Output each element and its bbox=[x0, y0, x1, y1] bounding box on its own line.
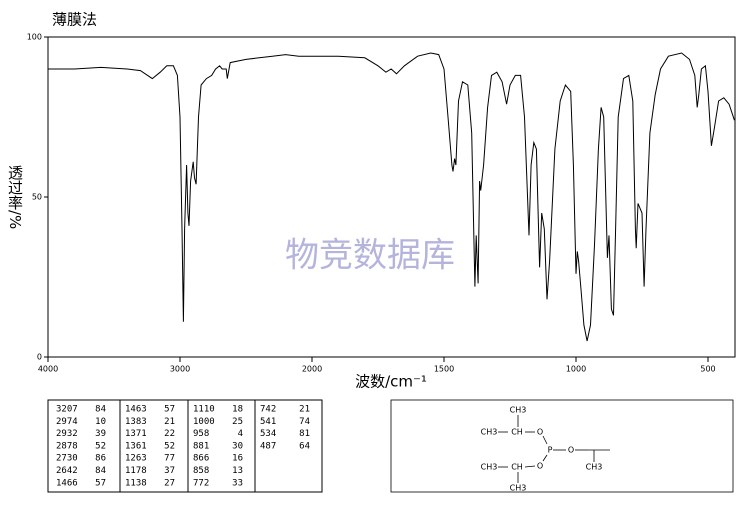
peak-wavenumber: 1110 bbox=[193, 405, 215, 415]
watermark: 物竞数据库 bbox=[285, 236, 455, 276]
peak-transmittance: 37 bbox=[164, 466, 175, 476]
peak-wavenumber: 541 bbox=[260, 417, 276, 427]
chart-title: 薄膜法 bbox=[52, 11, 97, 29]
y-tick-label: 100 bbox=[27, 33, 42, 42]
peak-transmittance: 74 bbox=[299, 417, 310, 427]
atom: CH3 bbox=[510, 484, 527, 493]
atom: CH3 bbox=[481, 463, 498, 472]
table-frame bbox=[47, 399, 323, 493]
bond bbox=[542, 454, 548, 462]
peak-transmittance: 25 bbox=[232, 417, 243, 427]
x-tick-label: 3000 bbox=[170, 365, 190, 374]
x-tick-label: 4000 bbox=[38, 365, 58, 374]
atom: O bbox=[568, 446, 574, 455]
peak-transmittance: 81 bbox=[299, 429, 310, 439]
peak-wavenumber: 2932 bbox=[56, 429, 78, 439]
peak-wavenumber: 1263 bbox=[125, 454, 147, 464]
peak-wavenumber: 2878 bbox=[56, 441, 78, 451]
bond bbox=[524, 465, 536, 468]
peak-wavenumber: 1138 bbox=[125, 478, 147, 488]
peak-transmittance: 77 bbox=[164, 454, 175, 464]
atom: P bbox=[548, 446, 553, 455]
y-axis-label: 透过率/% bbox=[6, 165, 24, 229]
peak-wavenumber: 772 bbox=[193, 478, 209, 488]
peak-wavenumber: 1361 bbox=[125, 441, 147, 451]
peak-wavenumber: 866 bbox=[193, 454, 209, 464]
peak-transmittance: 13 bbox=[232, 466, 243, 476]
peak-transmittance: 52 bbox=[164, 441, 175, 451]
peak-wavenumber: 1383 bbox=[125, 417, 147, 427]
x-tick-label: 1500 bbox=[434, 365, 454, 374]
atom: O bbox=[537, 428, 543, 437]
peak-wavenumber: 2974 bbox=[56, 417, 78, 427]
peak-wavenumber: 1463 bbox=[125, 405, 147, 415]
peak-transmittance: 21 bbox=[299, 405, 310, 415]
peak-transmittance: 4 bbox=[238, 429, 243, 439]
bond bbox=[542, 435, 548, 445]
atom: CH bbox=[511, 463, 523, 472]
peak-wavenumber: 742 bbox=[260, 405, 276, 415]
peak-transmittance: 22 bbox=[164, 429, 175, 439]
atom: CH3 bbox=[510, 406, 527, 415]
peak-wavenumber: 487 bbox=[260, 441, 276, 451]
peak-transmittance: 21 bbox=[164, 417, 175, 427]
peak-transmittance: 18 bbox=[232, 405, 243, 415]
peak-wavenumber: 1178 bbox=[125, 466, 147, 476]
peak-wavenumber: 2730 bbox=[56, 454, 78, 464]
x-tick-label: 500 bbox=[700, 365, 715, 374]
peak-transmittance: 84 bbox=[95, 405, 106, 415]
atom: CH3 bbox=[481, 428, 498, 437]
peak-wavenumber: 881 bbox=[193, 441, 209, 451]
peak-wavenumber: 858 bbox=[193, 466, 209, 476]
peak-wavenumber: 1466 bbox=[56, 478, 78, 488]
peak-wavenumber: 534 bbox=[260, 429, 276, 439]
peak-transmittance: 27 bbox=[164, 478, 175, 488]
peak-wavenumber: 1000 bbox=[193, 417, 215, 427]
peak-transmittance: 16 bbox=[232, 454, 243, 464]
plot-frame bbox=[47, 36, 736, 358]
structure-frame bbox=[390, 399, 734, 493]
peak-transmittance: 64 bbox=[299, 441, 310, 451]
peak-transmittance: 30 bbox=[232, 441, 243, 451]
x-tick-label: 1000 bbox=[566, 365, 586, 374]
peak-transmittance: 84 bbox=[95, 466, 106, 476]
x-axis-label: 波数/cm⁻¹ bbox=[355, 373, 427, 391]
peak-transmittance: 33 bbox=[232, 478, 243, 488]
peak-transmittance: 10 bbox=[95, 417, 106, 427]
structure bbox=[390, 399, 734, 493]
y-tick-label: 50 bbox=[32, 193, 42, 202]
y-tick-label: 0 bbox=[37, 353, 42, 362]
spectrum-line bbox=[48, 52, 735, 342]
peak-wavenumber: 2642 bbox=[56, 466, 78, 476]
peak-wavenumber: 3207 bbox=[56, 405, 78, 415]
atom: CH bbox=[511, 428, 523, 437]
x-tick-label: 2000 bbox=[302, 365, 322, 374]
atom: CH3 bbox=[586, 463, 603, 472]
peak-transmittance: 86 bbox=[95, 454, 106, 464]
peak-wavenumber: 1371 bbox=[125, 429, 147, 439]
atom: O bbox=[537, 462, 543, 471]
peak-wavenumber: 958 bbox=[193, 429, 209, 439]
peak-transmittance: 57 bbox=[164, 405, 175, 415]
peak-transmittance: 39 bbox=[95, 429, 106, 439]
peak-transmittance: 52 bbox=[95, 441, 106, 451]
peak-transmittance: 57 bbox=[95, 478, 106, 488]
